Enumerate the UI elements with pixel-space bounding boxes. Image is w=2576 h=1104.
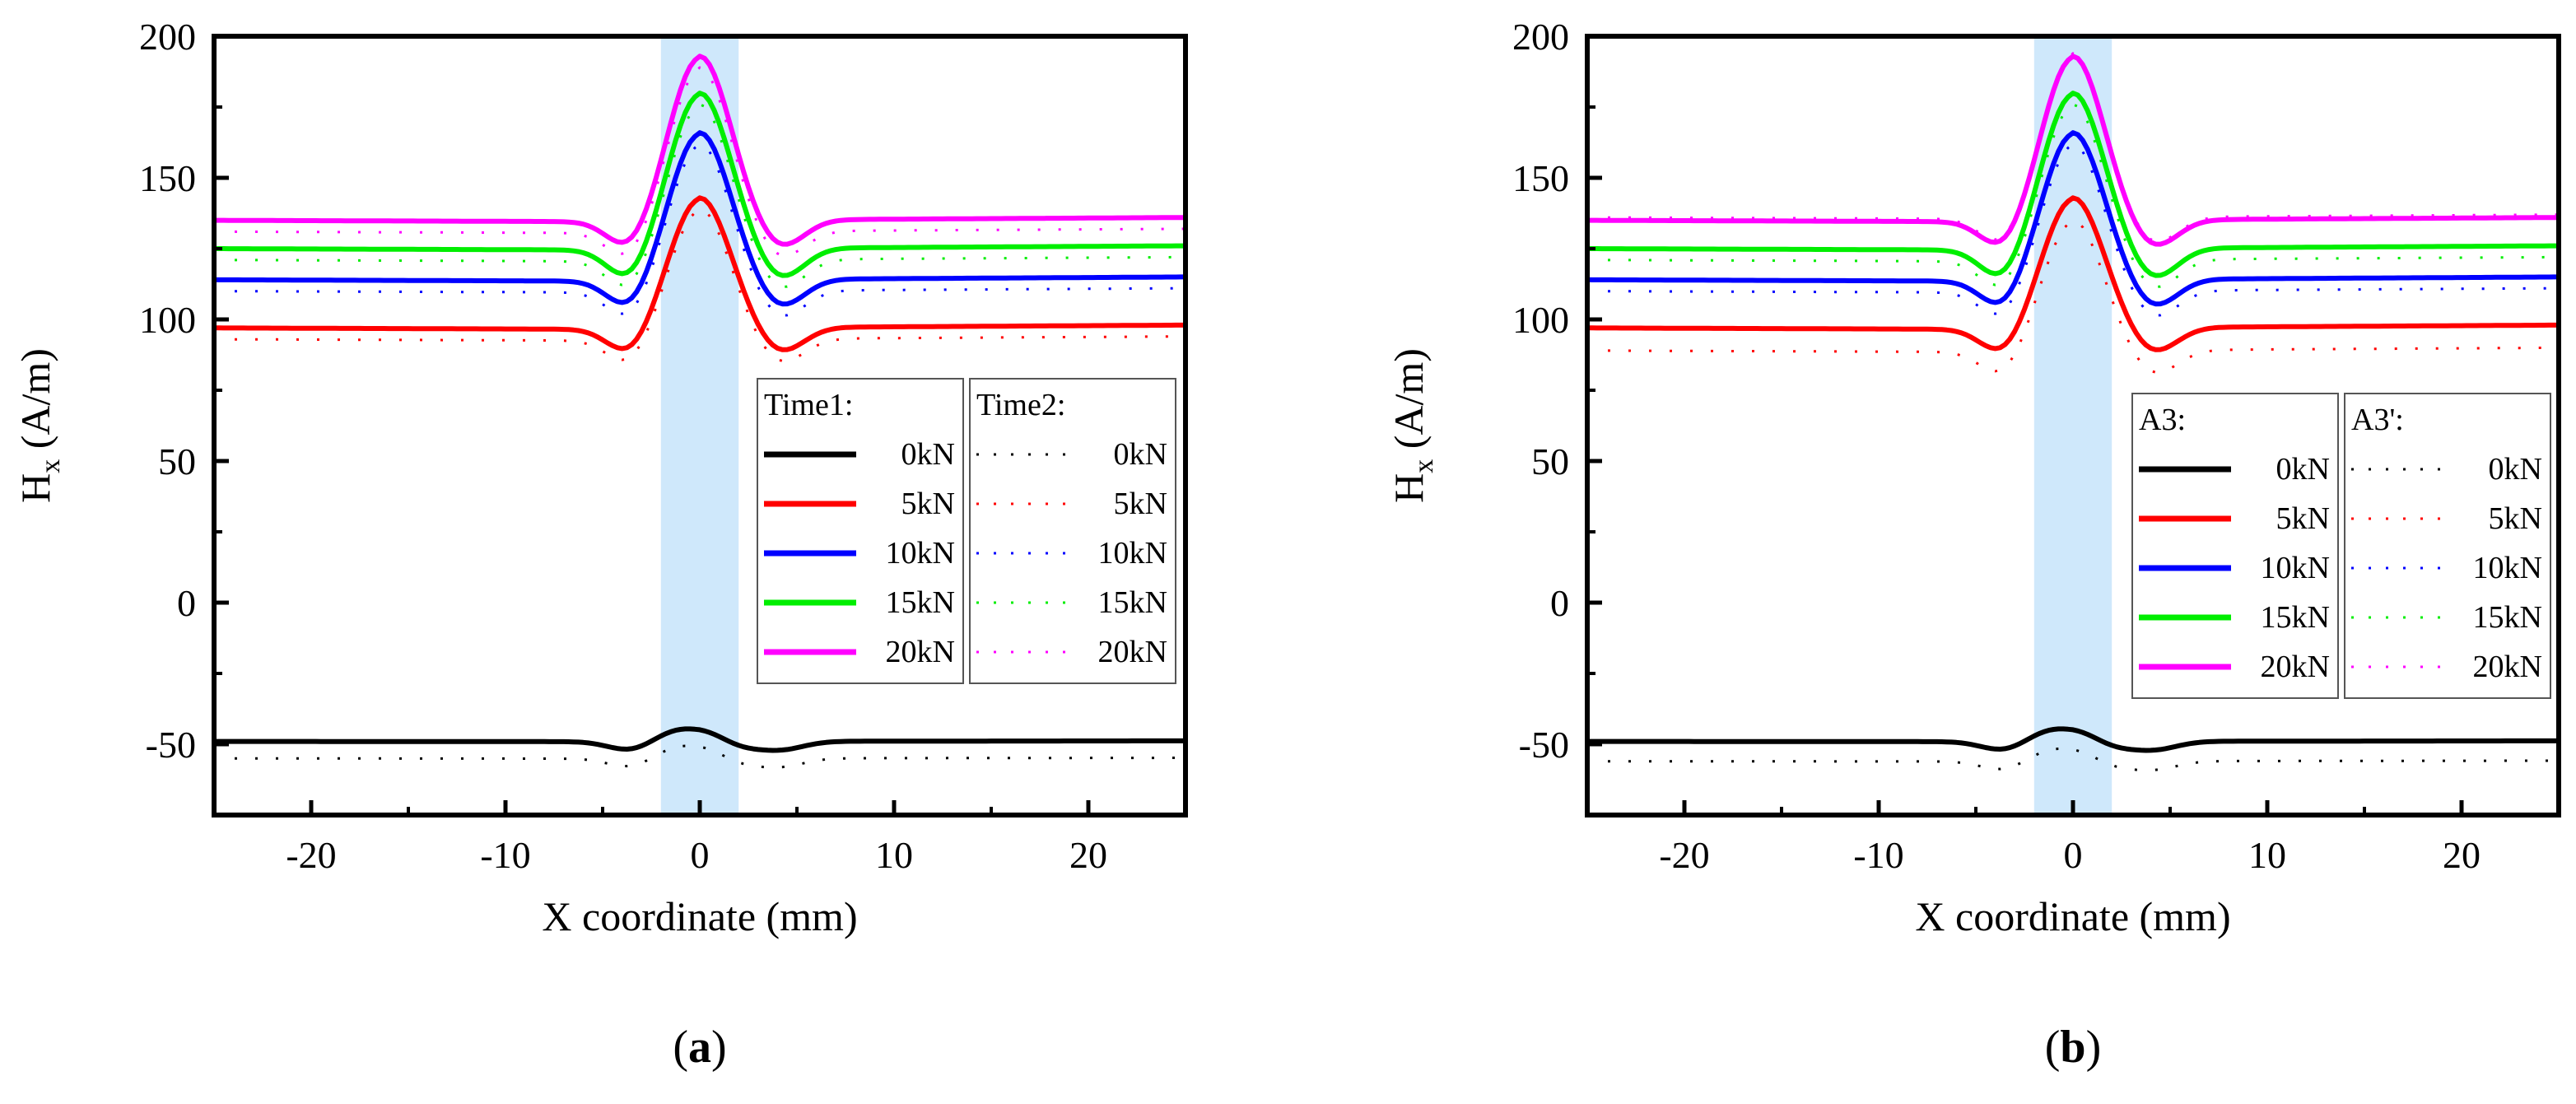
solid-series-15kN <box>214 91 1186 278</box>
dashed-series-20kN <box>214 66 1186 257</box>
solid-series-0kN <box>214 726 1186 753</box>
legend-label-0kN: 0kN <box>2489 452 2542 487</box>
legend-box-dashed <box>969 378 1176 684</box>
legend-box-dashed <box>2344 393 2551 699</box>
y-axis-title: Hx (A/m) <box>12 348 66 503</box>
legend-group-title: A3: <box>2139 403 2186 437</box>
y-tick-label: 50 <box>1531 440 1569 482</box>
legend-label-10kN: 10kN <box>2261 551 2330 585</box>
solid-series-15kN <box>1587 91 2559 278</box>
legend-label-10kN: 10kN <box>1098 536 1167 571</box>
panel-label-open: ( <box>2045 1022 2061 1073</box>
panel-label-close: ) <box>2086 1022 2102 1073</box>
x-tick-label: -20 <box>1659 834 1709 876</box>
y-axis-title-subscript: x <box>1409 459 1439 473</box>
x-tick-label: 20 <box>2443 834 2481 876</box>
legend-box-solid <box>2131 393 2339 699</box>
panel-label-letter: b <box>2060 1022 2085 1073</box>
solid-series-10kN <box>1586 130 2559 307</box>
y-tick-label: 200 <box>139 16 196 58</box>
highlight-band <box>660 36 739 815</box>
legend-group-title: A3': <box>2351 403 2404 437</box>
legend: Time1: 0kN 5kN 10kN 15kN 20kN Time2: 0kN 5kN 10kN… <box>757 378 1176 684</box>
y-tick-label: 50 <box>158 440 196 482</box>
x-tick-label: 0 <box>2064 834 2083 876</box>
dashed-series-layer <box>1586 52 2560 771</box>
y-tick-label: 100 <box>1512 299 1569 341</box>
legend-group-title: Time1: <box>764 388 853 422</box>
y-axis-title-main: H <box>1386 473 1432 503</box>
solid-series-20kN <box>214 54 1186 247</box>
axis-ticks: -20 -10 0 10 20 -50 0 50 100 150 200 <box>139 16 1187 876</box>
dashed-series-20kN <box>1587 52 2560 243</box>
legend-label-15kN: 15kN <box>2261 600 2330 635</box>
x-tick-label: -10 <box>1853 834 1903 876</box>
y-axis-title-main: H <box>12 473 58 503</box>
panel-label-letter: a <box>688 1022 711 1073</box>
x-tick-label: 20 <box>1069 834 1107 876</box>
solid-series-5kN <box>214 195 1186 352</box>
dashed-series-layer <box>214 66 1186 769</box>
panel-label: (a) <box>673 1022 726 1073</box>
solid-series-5kN <box>1587 195 2559 352</box>
panel-label: (b) <box>2045 1022 2101 1073</box>
legend-label-20kN: 20kN <box>886 635 955 669</box>
axis-ticks: -20 -10 0 10 20 -50 0 50 100 150 200 <box>1512 16 2560 876</box>
y-axis-title-unit: (A/m) <box>1386 348 1432 459</box>
solid-series-layer <box>213 54 1186 753</box>
solid-series-layer <box>1586 54 2559 753</box>
y-axis-title-unit: (A/m) <box>12 348 58 459</box>
solid-series-10kN <box>213 130 1186 307</box>
y-tick-label: -50 <box>1519 724 1569 766</box>
highlight-band <box>2033 36 2113 815</box>
y-tick-label: 100 <box>139 299 196 341</box>
legend-label-15kN: 15kN <box>886 585 955 620</box>
y-tick-label: 200 <box>1512 16 1569 58</box>
panel-b: -20 -10 0 10 20 -50 0 50 100 150 200 X coordinate … <box>1386 16 2561 1073</box>
y-tick-label: 0 <box>177 582 196 624</box>
panel-label-close: ) <box>711 1022 727 1073</box>
y-axis-title-subscript: x <box>35 459 66 473</box>
solid-series-20kN <box>1587 54 2559 247</box>
x-axis-title: X coordinate (mm) <box>1915 893 2230 939</box>
legend: A3: 0kN 5kN 10kN 15kN 20kN A3': 0kN 5kN 10kN 15kN 2… <box>2131 393 2551 699</box>
y-tick-label: 150 <box>1512 157 1569 199</box>
x-tick-label: 0 <box>691 834 710 876</box>
dashed-series-5kN <box>214 207 1186 363</box>
legend-box-solid <box>757 378 964 684</box>
y-tick-label: -50 <box>146 724 196 766</box>
legend-label-5kN: 5kN <box>2276 501 2330 536</box>
legend-label-5kN: 5kN <box>1114 487 1167 521</box>
x-tick-label: -10 <box>480 834 530 876</box>
legend-label-10kN: 10kN <box>886 536 955 571</box>
y-tick-label: 0 <box>1550 582 1569 624</box>
legend-label-0kN: 0kN <box>901 437 955 472</box>
legend-label-5kN: 5kN <box>2489 501 2542 536</box>
x-tick-label: 10 <box>875 834 913 876</box>
legend-label-20kN: 20kN <box>1098 635 1167 669</box>
legend-label-0kN: 0kN <box>1114 437 1167 472</box>
y-tick-label: 150 <box>139 157 196 199</box>
legend-label-15kN: 15kN <box>2473 600 2542 635</box>
panel-label-open: ( <box>673 1022 688 1073</box>
legend-label-20kN: 20kN <box>2261 650 2330 684</box>
x-axis-title: X coordinate (mm) <box>542 893 857 939</box>
y-axis-title: Hx (A/m) <box>1386 348 1439 503</box>
panel-a: -20 -10 0 10 20 -50 0 50 100 150 200 X coordinate … <box>12 16 1188 1073</box>
x-tick-label: -20 <box>286 834 336 876</box>
legend-label-20kN: 20kN <box>2473 650 2542 684</box>
legend-label-0kN: 0kN <box>2276 452 2330 487</box>
solid-series-0kN <box>1587 726 2559 753</box>
legend-group-title: Time2: <box>976 388 1065 422</box>
legend-label-5kN: 5kN <box>901 487 955 521</box>
legend-label-10kN: 10kN <box>2473 551 2542 585</box>
x-tick-label: 10 <box>2248 834 2286 876</box>
legend-label-15kN: 15kN <box>1098 585 1167 620</box>
dashed-series-5kN <box>1586 219 2559 374</box>
